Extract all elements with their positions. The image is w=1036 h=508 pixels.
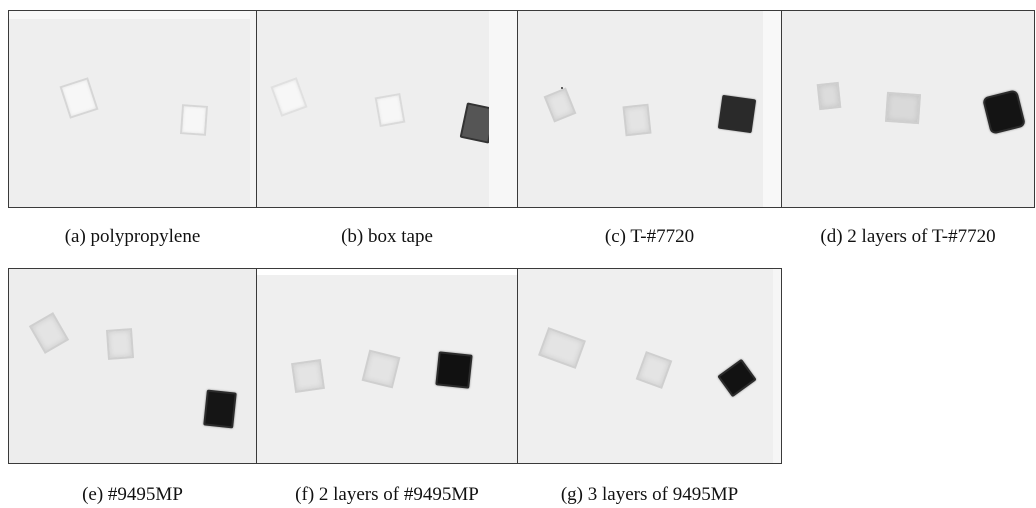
sample-clear-1 [59, 77, 99, 119]
panel-a-right-shade [250, 11, 256, 207]
caption-b: (b) box tape [341, 226, 433, 247]
speck [561, 87, 563, 89]
sample-frosted-1 [538, 327, 586, 369]
sample-clear-2 [374, 92, 406, 128]
panel-a-image [8, 10, 257, 208]
sample-frosted-1 [816, 81, 842, 111]
panel-f-edge [257, 269, 517, 275]
panel-a-edge [9, 11, 256, 19]
sample-dark-1 [717, 94, 757, 134]
sample-clear-1 [270, 77, 308, 117]
caption-f: (f) 2 layers of #9495MP [295, 484, 479, 505]
sample-clear-2 [179, 104, 209, 136]
sample-frosted-1 [28, 312, 70, 354]
panel-b-image [256, 10, 518, 208]
sample-dark-1 [981, 89, 1027, 135]
sample-frosted-2 [635, 351, 673, 389]
sample-frosted-2 [361, 349, 401, 389]
sample-dark-1 [435, 351, 473, 389]
sample-frosted-1 [291, 359, 325, 393]
sample-dark-1 [717, 358, 757, 398]
sample-frosted-2 [105, 328, 135, 360]
caption-d: (d) 2 layers of T-#7720 [820, 226, 996, 247]
sample-frosted-2 [884, 91, 922, 125]
panel-d-image [781, 10, 1035, 208]
caption-a: (a) polypropylene [64, 226, 201, 247]
sample-frosted-1 [543, 87, 577, 123]
panel-c-right-shade [763, 11, 781, 207]
panel-g-image [517, 268, 782, 464]
sample-dark-1 [203, 389, 237, 429]
sample-frosted-2 [622, 103, 652, 137]
caption-g: (g) 3 layers of 9495MP [560, 484, 739, 505]
panel-c-image [517, 10, 782, 208]
caption-c: (c) T-#7720 [604, 226, 695, 247]
panel-f-image [256, 268, 518, 464]
panel-e-image [8, 268, 257, 464]
panel-b-right-shade [489, 11, 517, 207]
panel-g-right-shade [773, 269, 781, 463]
caption-e: (e) #9495MP [82, 484, 183, 505]
